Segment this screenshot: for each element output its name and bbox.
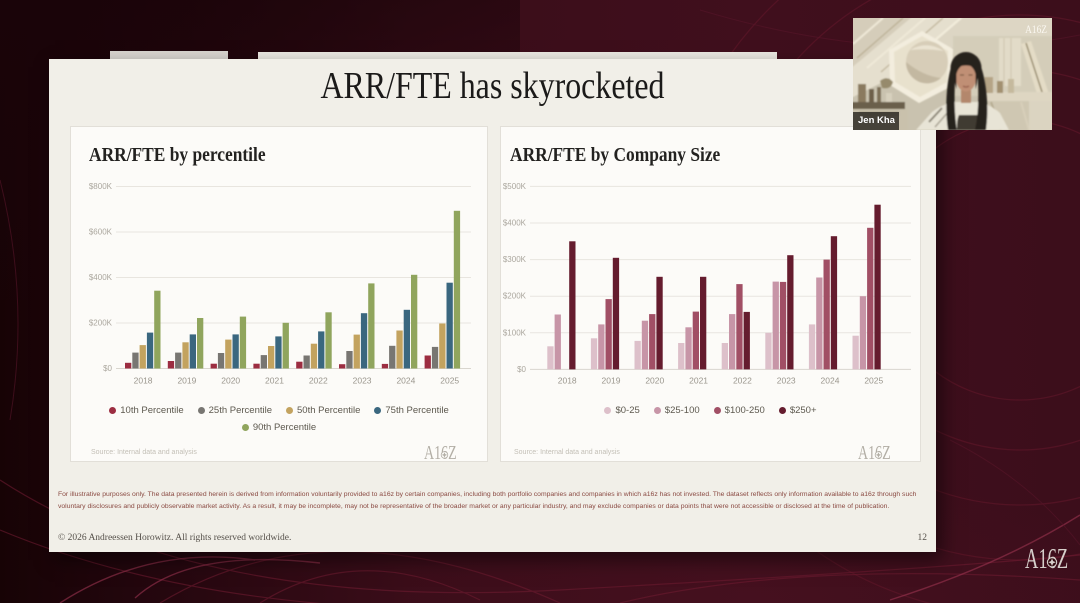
svg-text:2024: 2024 xyxy=(396,376,415,386)
svg-text:$200K: $200K xyxy=(503,292,527,301)
svg-text:2024: 2024 xyxy=(821,376,840,386)
svg-text:$600K: $600K xyxy=(89,228,113,237)
svg-text:2023: 2023 xyxy=(777,376,796,386)
svg-text:$0: $0 xyxy=(517,365,526,374)
svg-text:A16Z: A16Z xyxy=(1025,544,1068,575)
svg-text:$500K: $500K xyxy=(503,182,527,191)
svg-text:2019: 2019 xyxy=(602,376,621,386)
svg-text:2021: 2021 xyxy=(689,376,708,386)
svg-text:$0: $0 xyxy=(103,364,112,373)
svg-text:2020: 2020 xyxy=(645,376,664,386)
svg-text:2025: 2025 xyxy=(864,376,883,386)
svg-text:2018: 2018 xyxy=(558,376,577,386)
svg-text:2021: 2021 xyxy=(265,376,284,386)
svg-text:2020: 2020 xyxy=(221,376,240,386)
svg-text:$300K: $300K xyxy=(503,255,527,264)
svg-text:2025: 2025 xyxy=(440,376,459,386)
svg-text:A16Z: A16Z xyxy=(424,442,457,464)
svg-text:2022: 2022 xyxy=(309,376,328,386)
svg-text:A16Z: A16Z xyxy=(858,442,891,464)
svg-text:$800K: $800K xyxy=(89,182,113,191)
svg-text:$100K: $100K xyxy=(503,328,527,337)
svg-text:$400K: $400K xyxy=(89,273,113,282)
svg-text:2022: 2022 xyxy=(733,376,752,386)
svg-text:2023: 2023 xyxy=(353,376,372,386)
svg-text:2019: 2019 xyxy=(177,376,196,386)
svg-text:$200K: $200K xyxy=(89,319,113,328)
svg-text:$400K: $400K xyxy=(503,219,527,228)
svg-text:2018: 2018 xyxy=(134,376,153,386)
